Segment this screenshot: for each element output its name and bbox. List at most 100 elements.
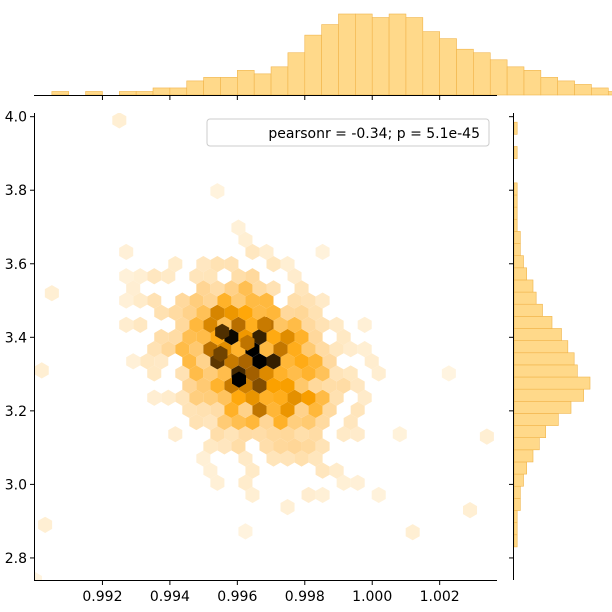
hexbin-cell xyxy=(336,474,351,491)
hexbin-cell xyxy=(224,426,239,443)
legend-box xyxy=(206,118,490,147)
hexbin-cell xyxy=(203,292,218,309)
hexbin-cell xyxy=(280,499,295,516)
hexbin-cell xyxy=(287,389,302,406)
hexbin-cell xyxy=(252,304,267,321)
y-hist-bar xyxy=(513,206,518,220)
hexbin-cell xyxy=(273,389,288,406)
hexbin-cell xyxy=(147,341,162,358)
x-hist-bar xyxy=(388,13,407,96)
hexbin-cell xyxy=(196,328,211,346)
y-hist-bar xyxy=(513,352,575,366)
hexbin-cell xyxy=(257,316,272,333)
hexbin-cell xyxy=(371,486,386,504)
hexbin-cell xyxy=(287,365,302,382)
hexbin-cell xyxy=(232,371,247,388)
hexbin-cell xyxy=(231,292,246,309)
hexbin-cell xyxy=(315,413,330,431)
hexbin-cell xyxy=(189,316,204,333)
hexbin-cell xyxy=(308,450,323,467)
hexbin-cell xyxy=(215,323,230,340)
hexbin-cell xyxy=(315,365,330,382)
hexbin-cell xyxy=(294,304,309,321)
hexbin-cell xyxy=(213,345,228,362)
y-tick-label: 3.0 xyxy=(5,477,27,493)
y-hist-bar xyxy=(513,194,518,208)
x-hist-bar xyxy=(186,80,204,96)
hexbin-cell xyxy=(182,377,197,394)
y-tick-label: 3.2 xyxy=(5,404,27,420)
hexbin-cell xyxy=(315,486,330,504)
hexbin-cell xyxy=(322,353,337,370)
hexbin-cell xyxy=(231,268,246,285)
x-axis-ticks: 0.992 0.994 0.996 0.998 1.000 1.002 xyxy=(82,95,460,605)
hexbin-cell xyxy=(133,316,148,333)
hexbin-cell xyxy=(266,328,281,346)
hexbin-cell xyxy=(168,328,183,346)
hexbin-cell xyxy=(479,428,494,445)
hexbin-cell xyxy=(182,304,197,321)
hexbin-cell xyxy=(259,438,274,455)
x-hist-bar xyxy=(506,66,525,96)
y-hist-bar xyxy=(513,291,537,305)
hexbin-cell xyxy=(224,280,239,297)
hexbin-cell xyxy=(224,256,239,273)
y-marginal-histogram xyxy=(513,121,591,548)
y-tick-label: 3.4 xyxy=(5,330,27,346)
hexbin-cell xyxy=(217,292,232,309)
hexbin-cell xyxy=(252,377,267,394)
x-tick-label: 0.996 xyxy=(217,589,257,605)
y-hist-bar xyxy=(513,498,521,511)
x-hist-bar xyxy=(51,91,70,96)
hexbin-cell xyxy=(238,450,253,467)
hexbin-cell xyxy=(280,401,295,418)
hexbin-cell xyxy=(231,316,246,333)
hexbin-cell xyxy=(343,413,358,431)
hexbin-cell xyxy=(280,304,295,321)
hexbin-cell xyxy=(322,377,337,394)
hexbin-cell xyxy=(357,316,372,333)
hexbin-cell xyxy=(273,413,288,431)
hexbin-cell xyxy=(308,353,323,370)
hexbin-cell xyxy=(245,292,260,309)
hexbin-cell xyxy=(252,328,267,346)
hexbin-cell xyxy=(140,353,155,370)
y-hist-bar xyxy=(513,473,524,487)
hexbin-cell xyxy=(119,243,134,261)
hexbin-cell xyxy=(189,292,204,309)
hexbin-cell xyxy=(224,353,239,370)
hexbin-cell xyxy=(280,328,295,346)
hexbin-cell xyxy=(280,450,295,467)
y-hist-bar xyxy=(513,425,546,438)
hexbin-cell xyxy=(259,292,274,309)
y-hist-bar xyxy=(513,303,543,317)
hexbin-cell xyxy=(259,413,274,431)
y-hist-bar xyxy=(513,449,534,463)
hexbin-cell xyxy=(112,113,127,129)
hexbin-cell xyxy=(196,377,211,394)
hexbin-cell xyxy=(196,280,211,297)
hexbin-cell xyxy=(294,450,309,467)
hexbin-cell xyxy=(350,401,365,418)
hexbin-cell xyxy=(343,341,358,358)
y-hist-bar xyxy=(513,437,540,451)
hexbin-cell xyxy=(252,426,267,443)
hexbin-cell xyxy=(315,243,330,261)
hexbin-cell xyxy=(245,462,260,479)
hexbin-cell xyxy=(405,524,420,541)
x-hist-bar xyxy=(540,77,559,96)
hexbin-cell xyxy=(147,292,162,309)
hexbin-cell xyxy=(287,292,302,309)
hexbin-cell xyxy=(350,426,365,443)
hexbin-cell xyxy=(294,280,309,297)
hexbin-cell xyxy=(189,413,204,431)
hexbin-cell xyxy=(308,328,323,346)
y-hist-bar xyxy=(513,243,521,256)
x-hist-bar xyxy=(473,52,491,96)
y-axis-ticks: 2.8 3.0 3.2 3.4 3.6 3.8 4.0 xyxy=(5,110,514,567)
hexbin-cell xyxy=(329,389,344,406)
legend-text: pearsonr = -0.34; p = 5.1e-45 xyxy=(268,126,480,142)
x-tick-label: 0.994 xyxy=(150,589,190,605)
y-tick-label: 3.8 xyxy=(5,183,27,199)
hexbin-cell xyxy=(119,292,134,309)
